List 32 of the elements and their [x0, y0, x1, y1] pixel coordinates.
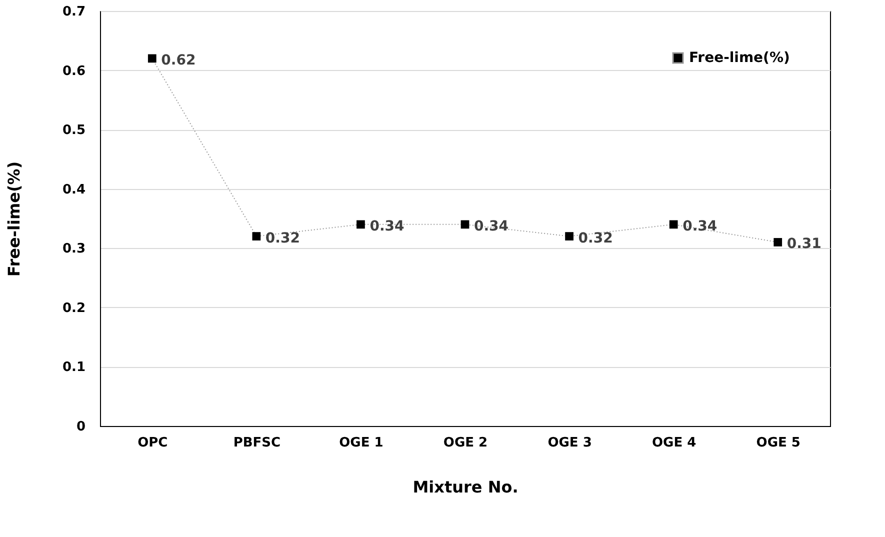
point: [460, 220, 470, 229]
x-tick-label: PBFSC: [233, 436, 281, 450]
y-axis-title: Free-lime(%): [4, 161, 24, 277]
data-label: 0.34: [370, 218, 405, 234]
y-tick-label: 0.5: [62, 123, 86, 138]
y-tick-label: 0.6: [62, 64, 86, 79]
x-tick-label: OGE 3: [548, 436, 592, 450]
x-tick-label: OGE 5: [756, 436, 800, 450]
y-tick-label: 0.1: [62, 360, 86, 376]
x-tick-label: OGE 4: [652, 436, 696, 450]
legend-label: Free-lime(%): [689, 50, 790, 66]
y-tick-label: 0.3: [62, 242, 86, 257]
point: [252, 232, 261, 240]
point: [148, 54, 156, 63]
data-label: 0.62: [161, 52, 196, 68]
y-tick-label: 0.7: [62, 4, 86, 20]
y-tick-label: 0.2: [62, 300, 86, 316]
point: [669, 220, 678, 229]
data-label: 0.31: [786, 236, 822, 252]
data-label: 0.34: [474, 218, 509, 234]
y-tick-label: 0.4: [62, 182, 86, 198]
x-tick-label: OGE 1: [339, 436, 384, 450]
x-tick-label: OGE 2: [443, 436, 488, 450]
data-label: 0.32: [578, 230, 613, 246]
y-tick-label: 0: [76, 420, 86, 434]
x-tick-label: OPC: [138, 436, 168, 450]
data-label: 0.32: [265, 230, 300, 246]
point: [565, 232, 574, 240]
point: [774, 238, 782, 246]
point: [356, 220, 365, 229]
data-label: 0.34: [682, 218, 718, 234]
x-axis-title: Mixture No.: [412, 478, 518, 496]
